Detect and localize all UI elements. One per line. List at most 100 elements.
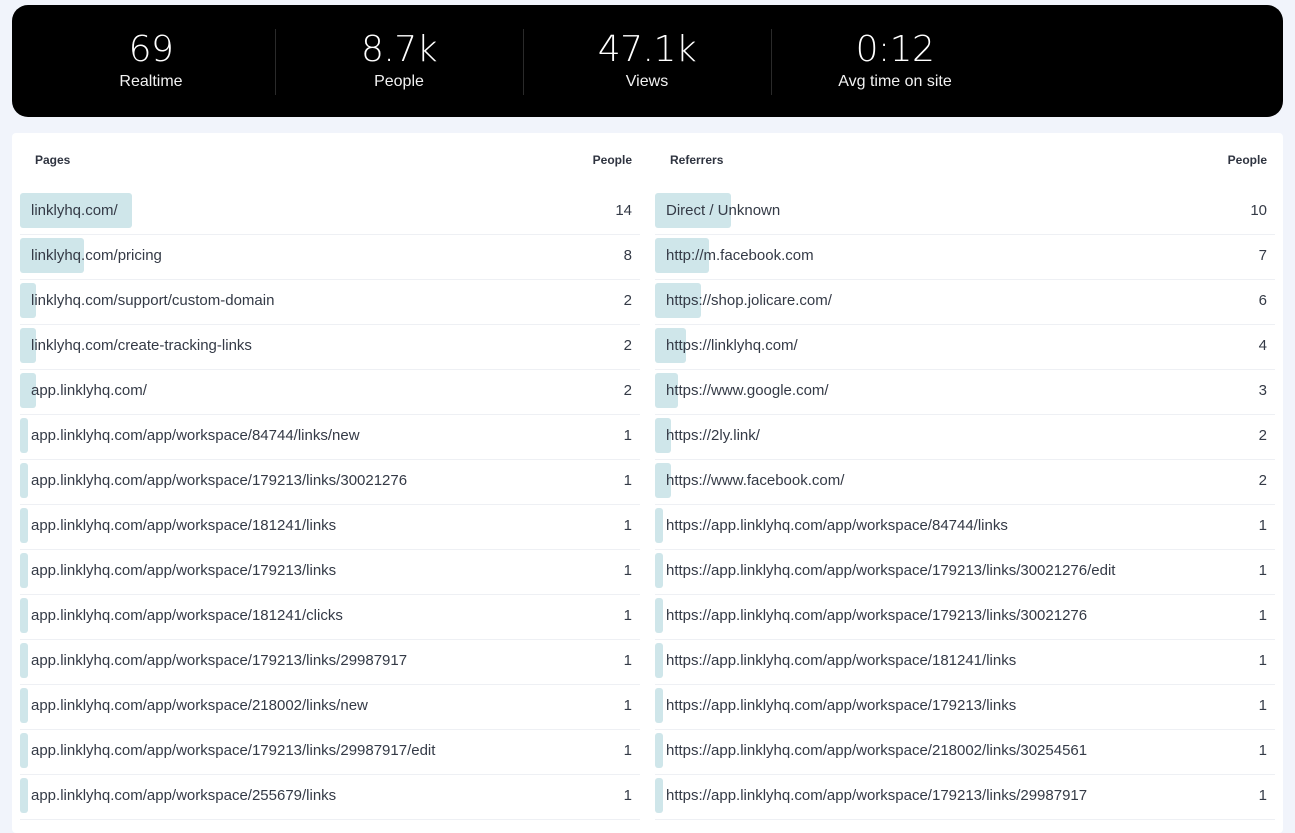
referrers-row[interactable]: http://m.facebook.com 7 — [655, 235, 1275, 280]
referrers-row[interactable]: https://app.linklyhq.com/app/workspace/1… — [655, 640, 1275, 685]
pages-row[interactable]: app.linklyhq.com/app/workspace/179213/li… — [20, 460, 640, 505]
row-label[interactable]: https://shop.jolicare.com/ — [666, 292, 832, 309]
referrers-row[interactable]: https://2ly.link/2 — [655, 415, 1275, 460]
share-bar — [20, 553, 28, 588]
row-value: 2 — [623, 292, 632, 309]
row-label[interactable]: http://m.facebook.com — [666, 247, 814, 264]
row-label[interactable]: app.linklyhq.com/app/workspace/181241/li… — [31, 517, 337, 534]
row-label[interactable]: app.linklyhq.com/app/workspace/181241/cl… — [31, 607, 343, 624]
share-bar — [20, 373, 36, 408]
pages-row[interactable]: linklyhq.com/support/custom-domain 2 — [20, 280, 640, 325]
row-label[interactable]: app.linklyhq.com/app/workspace/179213/li… — [31, 472, 408, 489]
row-label[interactable]: https://app.linklyhq.com/app/workspace/1… — [666, 787, 1088, 804]
row-label[interactable]: app.linklyhq.com/app/workspace/179213/li… — [31, 742, 436, 759]
row-value: 1 — [1258, 517, 1267, 534]
row-label[interactable]: https://app.linklyhq.com/app/workspace/2… — [666, 742, 1088, 759]
stat-value: 8.7k — [360, 29, 438, 70]
row-value: 1 — [1258, 652, 1267, 669]
share-bar — [655, 598, 663, 633]
row-label[interactable]: https://www.google.com/ — [666, 382, 829, 399]
stat-realtime[interactable]: 69 Realtime — [27, 31, 275, 93]
pages-row[interactable]: app.linklyhq.com/app/workspace/179213/li… — [20, 640, 640, 685]
pages-row[interactable]: app.linklyhq.com/app/workspace/179213/li… — [20, 730, 640, 775]
row-value: 1 — [623, 787, 632, 804]
referrers-row[interactable]: https://shop.jolicare.com/6 — [655, 280, 1275, 325]
row-label[interactable]: Direct / Unknown — [666, 202, 781, 219]
pages-row[interactable]: linklyhq.com/pricing 8 — [20, 235, 640, 280]
row-value: 6 — [1258, 292, 1267, 309]
share-bar — [655, 553, 663, 588]
share-bar — [20, 238, 84, 273]
row-label[interactable]: https://app.linklyhq.com/app/workspace/1… — [666, 562, 1116, 579]
pages-rows: linklyhq.com/14 linklyhq.com/pricing 8 link… — [20, 190, 640, 820]
pages-row[interactable]: app.linklyhq.com/app/workspace/181241/li… — [20, 505, 640, 550]
share-bar — [20, 328, 36, 363]
row-label[interactable]: linklyhq.com/pricing — [31, 247, 162, 264]
row-label[interactable]: app.linklyhq.com/app/workspace/84744/lin… — [31, 427, 360, 444]
row-label[interactable]: app.linklyhq.com/ — [31, 382, 147, 399]
row-label[interactable]: https://app.linklyhq.com/app/workspace/1… — [666, 697, 1017, 714]
row-label[interactable]: https://app.linklyhq.com/app/workspace/1… — [666, 607, 1088, 624]
pages-row[interactable]: app.linklyhq.com/app/workspace/181241/cl… — [20, 595, 640, 640]
stat-label: Avg time on site — [838, 73, 952, 90]
row-value: 1 — [1258, 697, 1267, 714]
row-label[interactable]: app.linklyhq.com/app/workspace/179213/li… — [31, 562, 337, 579]
row-value: 10 — [1250, 202, 1267, 219]
row-label[interactable]: https://app.linklyhq.com/app/workspace/8… — [666, 517, 1008, 534]
referrers-row[interactable]: Direct / Unknown 10 — [655, 190, 1275, 235]
stat-people[interactable]: 8.7k People — [275, 31, 523, 93]
referrers-row[interactable]: https://app.linklyhq.com/app/workspace/1… — [655, 595, 1275, 640]
stat-avg-time[interactable]: 0:12 Avg time on site — [771, 31, 1019, 93]
row-label[interactable]: https://2ly.link/ — [666, 427, 760, 444]
share-bar — [655, 238, 709, 273]
referrers-value-header[interactable]: People — [1227, 153, 1267, 167]
referrers-row[interactable]: https://app.linklyhq.com/app/workspace/2… — [655, 730, 1275, 775]
row-label[interactable]: https://www.facebook.com/ — [666, 472, 845, 489]
pages-row[interactable]: app.linklyhq.com/app/workspace/179213/li… — [20, 550, 640, 595]
share-bar — [655, 733, 663, 768]
row-label[interactable]: app.linklyhq.com/app/workspace/255679/li… — [31, 787, 337, 804]
row-value: 2 — [1258, 472, 1267, 489]
referrers-row[interactable]: https://app.linklyhq.com/app/workspace/1… — [655, 685, 1275, 730]
stat-value: 69 — [128, 29, 174, 70]
row-value: 4 — [1258, 337, 1267, 354]
row-label[interactable]: app.linklyhq.com/app/workspace/218002/li… — [31, 697, 368, 714]
breakdown-panel: Pages People linklyhq.com/14 linklyhq.com… — [12, 133, 1283, 833]
referrers-row[interactable]: https://linklyhq.com/4 — [655, 325, 1275, 370]
row-value: 2 — [623, 337, 632, 354]
pages-row[interactable]: app.linklyhq.com/app/workspace/84744/lin… — [20, 415, 640, 460]
row-value: 1 — [623, 472, 632, 489]
stat-views[interactable]: 47.1k Views — [523, 31, 771, 93]
share-bar — [655, 778, 663, 813]
row-label[interactable]: linklyhq.com/create-tracking-links — [31, 337, 252, 354]
row-label[interactable]: linklyhq.com/ — [31, 202, 118, 219]
share-bar — [20, 643, 28, 678]
referrers-row[interactable]: https://www.facebook.com/2 — [655, 460, 1275, 505]
pages-row[interactable]: linklyhq.com/create-tracking-links 2 — [20, 325, 640, 370]
row-label[interactable]: https://linklyhq.com/ — [666, 337, 798, 354]
pages-row[interactable]: app.linklyhq.com/2 — [20, 370, 640, 415]
row-label[interactable]: app.linklyhq.com/app/workspace/179213/li… — [31, 652, 408, 669]
row-value: 1 — [623, 652, 632, 669]
pages-value-header[interactable]: People — [592, 153, 632, 167]
stat-divider — [275, 29, 276, 95]
referrers-row[interactable]: https://app.linklyhq.com/app/workspace/8… — [655, 505, 1275, 550]
row-label[interactable]: https://app.linklyhq.com/app/workspace/1… — [666, 652, 1017, 669]
pages-row[interactable]: app.linklyhq.com/app/workspace/218002/li… — [20, 685, 640, 730]
share-bar — [20, 688, 28, 723]
row-label[interactable]: linklyhq.com/support/custom-domain — [31, 292, 275, 309]
row-value: 1 — [623, 517, 632, 534]
row-value: 1 — [623, 562, 632, 579]
stat-label: People — [374, 73, 424, 90]
share-bar — [20, 733, 28, 768]
row-value: 14 — [615, 202, 632, 219]
row-value: 1 — [623, 607, 632, 624]
stats-header: 69 Realtime 8.7k People 47.1k Views 0:12… — [12, 5, 1283, 117]
stat-value: 47.1k — [597, 29, 697, 70]
stat-value: 0:12 — [855, 29, 935, 70]
row-value: 8 — [623, 247, 632, 264]
pages-row[interactable]: linklyhq.com/14 — [20, 190, 640, 235]
referrers-row[interactable]: https://app.linklyhq.com/app/workspace/1… — [655, 550, 1275, 595]
row-value: 2 — [623, 382, 632, 399]
referrers-row[interactable]: https://www.google.com/3 — [655, 370, 1275, 415]
